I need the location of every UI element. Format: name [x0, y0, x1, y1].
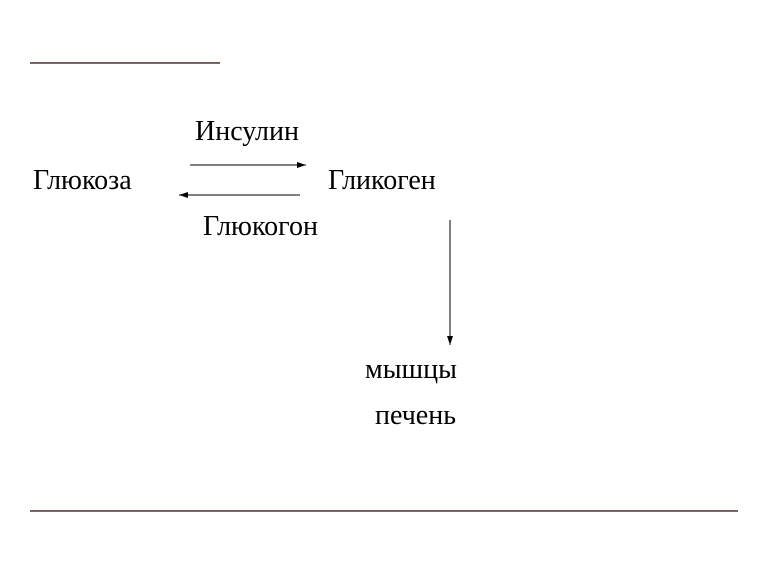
label-glycogen: Гликоген — [328, 165, 436, 197]
arrow-down — [0, 0, 768, 576]
arrow-left — [0, 0, 768, 576]
arrow-left-head — [179, 192, 188, 198]
arrow-down-head — [447, 336, 453, 345]
label-insulin: Инсулин — [195, 116, 299, 148]
label-glucose: Глюкоза — [33, 165, 132, 197]
arrow-right-head — [297, 162, 306, 168]
top-rule — [30, 62, 220, 64]
label-glucagon: Глюкогон — [203, 211, 318, 243]
arrow-right — [0, 0, 768, 576]
bottom-rule — [30, 510, 738, 512]
label-liver: печень — [375, 400, 456, 432]
label-muscles: мышцы — [365, 354, 457, 386]
